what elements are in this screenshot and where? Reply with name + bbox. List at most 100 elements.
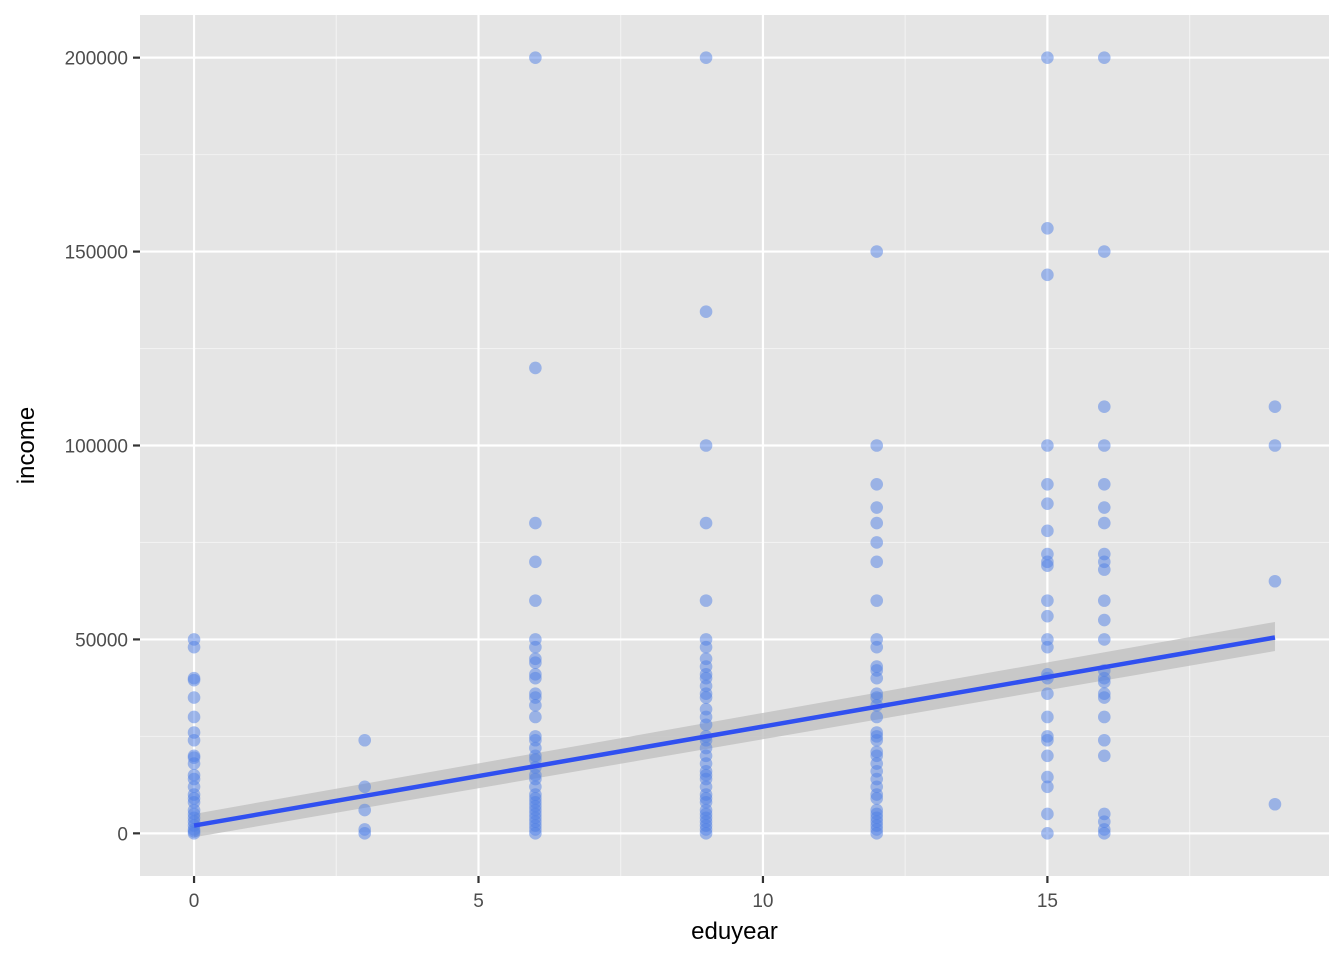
y-tick-label: 0 [117, 824, 128, 845]
data-point [529, 361, 542, 375]
data-point [1041, 780, 1054, 794]
y-tick-label: 150000 [65, 243, 128, 264]
x-axis-title: eduyear [691, 918, 778, 945]
data-point [699, 718, 713, 732]
data-point [870, 594, 884, 607]
data-point [1041, 524, 1054, 538]
data-point [1097, 516, 1111, 530]
data-point [699, 691, 713, 704]
data-point [1097, 594, 1111, 607]
data-point [529, 555, 542, 569]
y-axis: 0 50000 100000 150000 200000 [65, 49, 140, 845]
data-point [187, 673, 201, 687]
y-tick-label: 50000 [75, 630, 128, 651]
data-point [1041, 222, 1054, 235]
x-axis: 0 5 10 15 [189, 876, 1058, 912]
data-point [1041, 594, 1054, 607]
data-point [1041, 477, 1054, 491]
data-point [529, 710, 542, 724]
x-tick-label: 10 [752, 891, 773, 912]
data-point [870, 671, 884, 685]
data-point [1268, 574, 1282, 588]
data-point [1097, 245, 1111, 258]
data-point [1097, 400, 1111, 414]
data-point [699, 640, 713, 654]
data-point [358, 827, 372, 840]
data-point [1097, 563, 1111, 576]
data-point [1268, 439, 1282, 452]
data-point [1041, 710, 1054, 724]
data-point [358, 733, 372, 747]
data-point [529, 671, 542, 685]
data-point [1041, 687, 1054, 701]
data-point [870, 555, 884, 569]
data-point [870, 245, 884, 258]
data-point [699, 516, 713, 530]
data-point [529, 656, 542, 669]
data-point [1097, 675, 1111, 689]
x-tick-label: 5 [473, 891, 484, 912]
data-point [1097, 633, 1111, 646]
data-point [1041, 497, 1054, 510]
data-point [1097, 613, 1111, 627]
data-point [187, 640, 201, 654]
data-point [870, 536, 884, 549]
data-point [187, 710, 201, 724]
y-tick-label: 100000 [65, 437, 128, 458]
data-point [1041, 51, 1054, 64]
data-point [358, 780, 372, 794]
data-point [187, 757, 201, 770]
data-point [699, 594, 713, 607]
data-point [870, 792, 884, 805]
data-point [1097, 733, 1111, 747]
data-point [529, 51, 542, 64]
y-tick-label: 200000 [65, 49, 128, 70]
data-point [1268, 400, 1282, 414]
data-point [870, 501, 884, 514]
data-point [187, 733, 201, 747]
x-tick-label: 0 [189, 891, 200, 912]
data-point [870, 516, 884, 530]
data-point [1097, 827, 1111, 840]
data-point [1268, 797, 1282, 811]
data-point [699, 305, 713, 318]
data-points [187, 51, 1282, 840]
data-point [529, 640, 542, 654]
data-point [1097, 710, 1111, 724]
data-point [529, 594, 542, 607]
data-point [1097, 501, 1111, 514]
y-axis-title: income [13, 407, 40, 484]
x-tick-label: 15 [1037, 891, 1058, 912]
data-point [1097, 51, 1111, 64]
data-point [1097, 749, 1111, 763]
data-point [1041, 827, 1054, 840]
data-point [1097, 439, 1111, 452]
data-point [699, 827, 713, 840]
data-point [1041, 559, 1054, 573]
data-point [187, 827, 201, 840]
data-point [870, 710, 884, 724]
data-point [529, 699, 542, 712]
data-point [870, 477, 884, 491]
data-point [358, 803, 372, 817]
data-point [1041, 770, 1054, 784]
data-point [1041, 640, 1054, 654]
data-point [187, 691, 201, 704]
data-point [1097, 691, 1111, 704]
regression-line [193, 635, 1276, 828]
data-point [1041, 268, 1054, 282]
data-point [1041, 439, 1054, 452]
data-point [529, 827, 542, 840]
data-point [870, 439, 884, 452]
data-point [699, 439, 713, 452]
data-point [1041, 609, 1054, 623]
data-point [699, 51, 713, 64]
data-point [1041, 733, 1054, 747]
data-point [1041, 749, 1054, 763]
data-point [1097, 477, 1111, 491]
data-point [870, 640, 884, 654]
data-point [529, 516, 542, 530]
data-point [870, 733, 884, 747]
data-point [870, 827, 884, 840]
